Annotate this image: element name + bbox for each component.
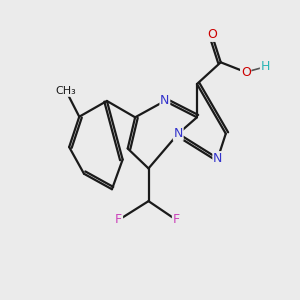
Text: O: O xyxy=(241,66,250,79)
Text: N: N xyxy=(160,94,170,107)
Text: H: H xyxy=(261,60,270,73)
Text: CH₃: CH₃ xyxy=(56,86,76,96)
Text: F: F xyxy=(115,213,122,226)
Text: N: N xyxy=(173,127,183,140)
Text: F: F xyxy=(172,213,180,226)
Text: O: O xyxy=(207,28,217,41)
Text: N: N xyxy=(213,152,223,165)
